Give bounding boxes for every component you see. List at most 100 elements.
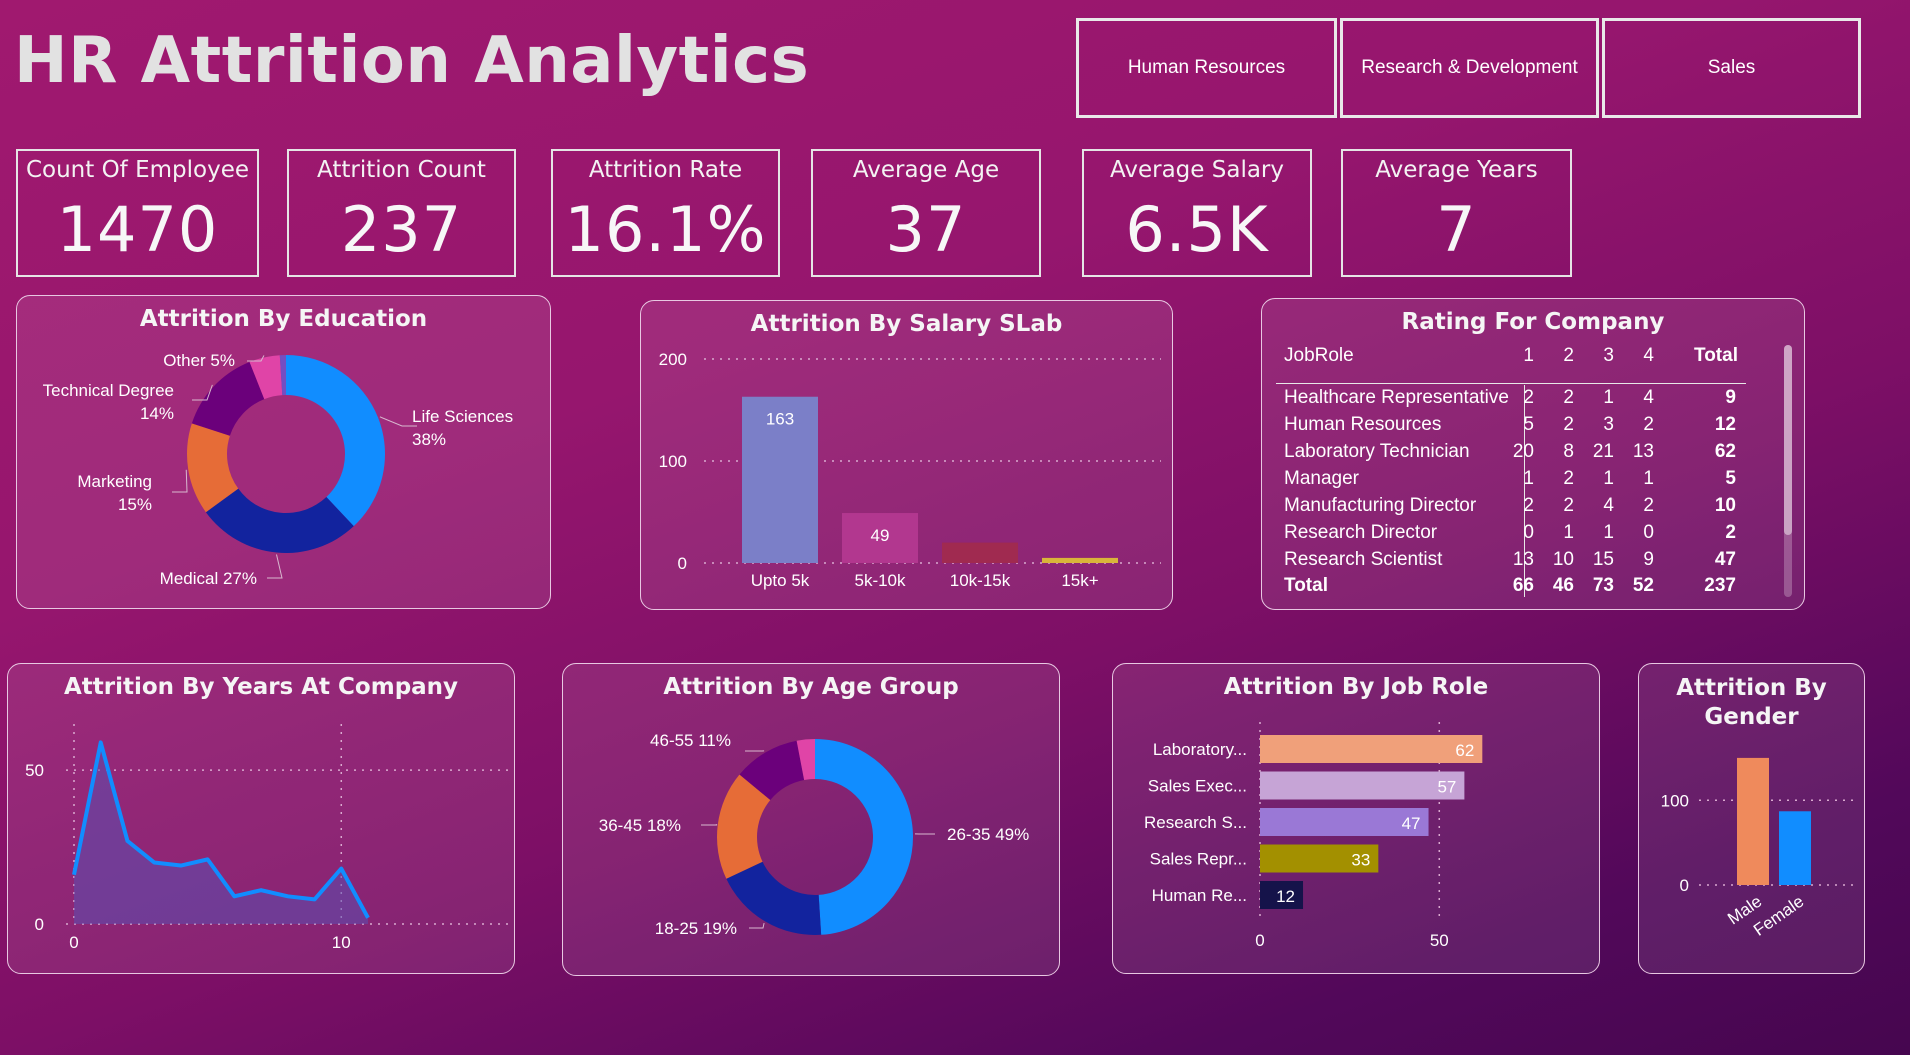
x-tick-label: Upto 5k [751, 571, 810, 590]
table-cell: 2 [1563, 414, 1574, 435]
table-row[interactable]: Research Scientist 13 10 15 9 47 [1262, 549, 1762, 575]
y-tick-label: 100 [1661, 791, 1689, 810]
table-row[interactable]: Manufacturing Director 2 2 4 2 10 [1262, 495, 1762, 521]
leader-line [247, 355, 265, 362]
row-label: Human Resources [1284, 414, 1442, 435]
years-area-chart[interactable]: 0 50 0 10 [8, 664, 514, 973]
kpi-label: Average Age [852, 157, 1000, 183]
table-cell: 237 [1704, 575, 1736, 596]
table-cell: 4 [1643, 345, 1654, 366]
kpi-value: 237 [340, 193, 463, 266]
y-tick-label: Human Re... [1152, 886, 1247, 905]
table-row[interactable]: Manager 1 2 1 1 5 [1262, 468, 1762, 494]
table-cell: 15 [1592, 549, 1614, 570]
gender-chart-card: Attrition By Gender 0 100 Male Female [1638, 663, 1865, 974]
chart-title: Attrition By Years At Company [63, 674, 459, 700]
table-cell: 47 [1714, 549, 1736, 570]
table-cell: 2 [1563, 495, 1574, 516]
table-cell: 21 [1592, 441, 1614, 462]
table-cell: 8 [1563, 441, 1574, 462]
table-cell: 4 [1643, 387, 1654, 408]
row-label: Healthcare Representative [1284, 387, 1509, 408]
table-cell: 2 [1523, 495, 1534, 516]
data-label: 15% [118, 495, 152, 514]
table-cell: 5 [1523, 414, 1534, 435]
slicer-sales[interactable]: Sales [1602, 18, 1861, 118]
table-cell: 4 [1603, 495, 1614, 516]
table-header-row[interactable]: JobRole 1 2 3 4 Total [1262, 345, 1762, 371]
row-label: Manager [1284, 468, 1359, 489]
bar [1260, 844, 1379, 873]
donut-slice [205, 488, 354, 553]
kpi-average-years: Average Years 7 [1341, 149, 1572, 277]
row-label: Manufacturing Director [1284, 495, 1477, 516]
table-cell: 1 [1603, 522, 1614, 543]
table-row[interactable]: Research Director 0 1 1 0 2 [1262, 522, 1762, 548]
bar [842, 513, 918, 563]
table-cell: 46 [1552, 575, 1574, 596]
table-row[interactable]: Healthcare Representative 2 2 1 4 9 [1262, 387, 1762, 413]
data-label: 57 [1437, 778, 1456, 797]
rating-table-card: Rating For Company JobRole 1 2 3 4 Total Healt… [1261, 298, 1805, 610]
page-title: HR Attrition Analytics [14, 24, 810, 98]
table-cell: 1 [1523, 345, 1534, 366]
row-label: Research Scientist [1284, 549, 1443, 570]
data-label: Marketing [77, 472, 152, 491]
leader-line [379, 416, 417, 427]
table-cell: 20 [1512, 441, 1534, 462]
table-cell: 10 [1714, 495, 1736, 516]
data-label: 38% [412, 430, 446, 449]
education-donut-chart[interactable]: Life Sciences 38% Medical 27% Marketing 15% T… [17, 296, 550, 608]
data-label: 36-45 18% [599, 816, 681, 835]
table-total-row[interactable]: Total 66 46 73 52 237 [1262, 575, 1762, 601]
table-cell: 52 [1632, 575, 1654, 596]
donut-slice [191, 361, 265, 436]
table-cell: 1 [1523, 468, 1534, 489]
y-tick-label: 200 [659, 350, 687, 369]
kpi-label: Count Of Employee [25, 157, 250, 183]
table-cell: 1 [1643, 468, 1654, 489]
row-label: Total [1284, 575, 1328, 596]
x-tick-label: 5k-10k [854, 571, 906, 590]
y-tick-label: 0 [1680, 876, 1689, 895]
x-tick-label: 10k-15k [950, 571, 1011, 590]
salary-slab-bar-chart[interactable]: 0 100 200 163 Upto 5k 49 5k-10k 10k-15k 15k+ [641, 301, 1172, 609]
chart-title: Attrition By Age Group [663, 674, 959, 700]
table-row[interactable]: Laboratory Technician 20 8 21 13 62 [1262, 441, 1762, 467]
bar [1260, 808, 1429, 836]
scrollbar-thumb[interactable] [1784, 345, 1792, 535]
slicer-research-development[interactable]: Research & Development [1340, 18, 1599, 118]
table-cell: Total [1694, 345, 1738, 366]
donut-slice [815, 739, 913, 935]
job-role-bar-chart[interactable]: 0 50 62 Laboratory... 57 Sales Exec... 47 Resea… [1113, 664, 1599, 973]
years-chart-card: Attrition By Years At Company 0 50 0 10 [7, 663, 515, 974]
x-tick-label: 10 [332, 933, 351, 952]
table-cell: 1 [1603, 468, 1614, 489]
donut-slice [726, 861, 822, 935]
bar [1737, 757, 1769, 885]
leader-line [172, 469, 188, 493]
series-line [72, 740, 370, 919]
donut-slice [286, 355, 385, 527]
chart-title: Attrition By Salary SLab [750, 311, 1063, 337]
table-cell: 2 [1643, 414, 1654, 435]
slicer-human-resources[interactable]: Human Resources [1076, 18, 1337, 118]
data-label: 62 [1455, 741, 1474, 760]
rating-table[interactable]: JobRole 1 2 3 4 Total Healthcare Representativ… [1262, 299, 1806, 611]
age-group-donut-chart[interactable]: 26-35 49% 18-25 19% 36-45 18% 46-55 11% [563, 664, 1059, 975]
bar [942, 542, 1018, 563]
bar [742, 396, 818, 563]
table-cell: 66 [1512, 575, 1534, 596]
data-label: 47 [1402, 814, 1421, 833]
y-tick-label: 100 [659, 452, 687, 471]
scrollbar[interactable] [1784, 345, 1792, 597]
table-cell: 12 [1714, 414, 1736, 435]
data-label: 26-35 49% [947, 825, 1029, 844]
column-divider [1524, 385, 1525, 597]
donut-slice [717, 774, 771, 879]
area-fill [74, 742, 368, 924]
table-row[interactable]: Human Resources 5 2 3 2 12 [1262, 414, 1762, 440]
data-label: Technical Degree [43, 381, 174, 400]
table-cell: 2 [1643, 495, 1654, 516]
